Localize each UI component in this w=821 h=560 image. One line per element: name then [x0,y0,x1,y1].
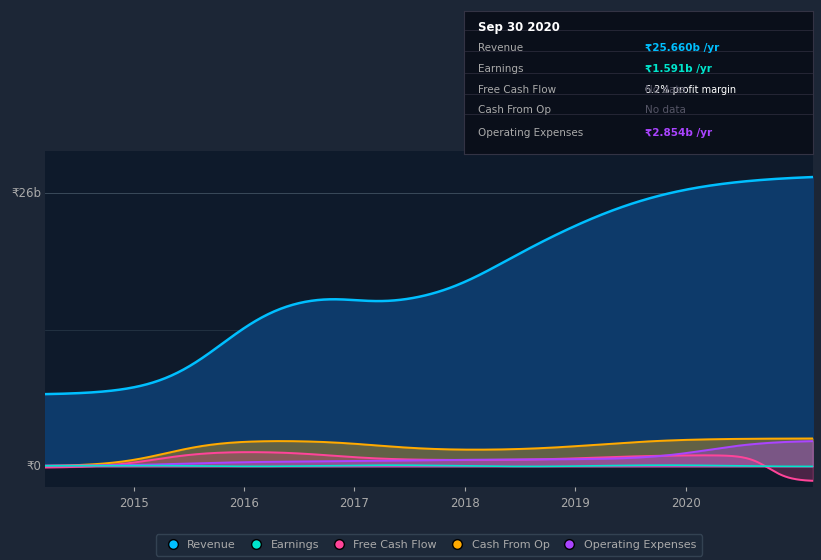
Text: Cash From Op: Cash From Op [478,105,551,115]
Text: ₹0: ₹0 [26,460,41,473]
Text: Sep 30 2020: Sep 30 2020 [478,21,560,34]
Text: Free Cash Flow: Free Cash Flow [478,86,556,95]
Text: Earnings: Earnings [478,64,523,74]
Text: ₹2.854b /yr: ₹2.854b /yr [645,128,713,138]
Text: Revenue: Revenue [478,43,523,53]
Text: ₹26b: ₹26b [11,186,41,200]
Text: ₹1.591b /yr: ₹1.591b /yr [645,64,712,74]
Text: Operating Expenses: Operating Expenses [478,128,583,138]
Text: No data: No data [645,105,686,115]
Legend: Revenue, Earnings, Free Cash Flow, Cash From Op, Operating Expenses: Revenue, Earnings, Free Cash Flow, Cash … [156,534,702,556]
Text: ₹25.660b /yr: ₹25.660b /yr [645,43,719,53]
Text: No data: No data [645,86,686,95]
Text: 6.2% profit margin: 6.2% profit margin [645,86,736,95]
